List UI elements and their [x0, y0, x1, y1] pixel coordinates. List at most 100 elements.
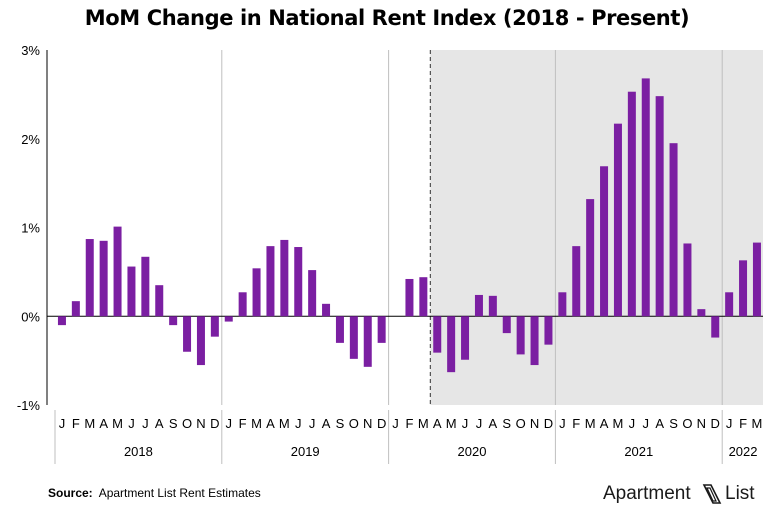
bar: [363, 316, 372, 367]
bar: [113, 226, 122, 317]
month-tick-label: J: [462, 416, 469, 431]
month-tick-label: J: [142, 416, 149, 431]
apartment-list-logo-icon: [702, 484, 722, 504]
bar: [196, 316, 205, 366]
y-tick-label: 2%: [21, 132, 40, 147]
bar: [57, 316, 66, 326]
bar: [474, 294, 483, 317]
source-text: Apartment List Rent Estimates: [98, 486, 261, 500]
month-tick-label: J: [476, 416, 483, 431]
month-tick-label: J: [59, 416, 66, 431]
bar: [697, 309, 706, 317]
bar: [502, 316, 511, 334]
bar: [516, 316, 525, 355]
month-tick-label: N: [363, 416, 372, 431]
month-tick-label: S: [336, 416, 345, 431]
bar: [99, 240, 108, 317]
bar: [613, 123, 622, 317]
month-tick-label: A: [489, 416, 498, 431]
bar: [335, 316, 344, 343]
month-tick-label: J: [392, 416, 399, 431]
month-tick-label: N: [697, 416, 706, 431]
logo-word-apartment: Apartment: [603, 483, 691, 504]
bar: [224, 316, 233, 322]
bar: [377, 316, 386, 343]
source-label: Source:: [48, 486, 93, 500]
y-tick-label: 0%: [21, 309, 40, 324]
source-note: Source: Apartment List Rent Estimates: [48, 486, 261, 500]
bar: [252, 268, 261, 317]
month-tick-label: N: [196, 416, 205, 431]
month-tick-label: J: [643, 416, 650, 431]
bar: [349, 316, 358, 359]
month-tick-label: M: [446, 416, 457, 431]
year-label: 2019: [291, 444, 320, 459]
month-tick-label: J: [559, 416, 566, 431]
month-tick-label: J: [629, 416, 636, 431]
month-tick-label: A: [433, 416, 442, 431]
year-label: 2022: [729, 444, 758, 459]
chart-title: MoM Change in National Rent Index (2018 …: [84, 6, 690, 30]
bar: [238, 292, 247, 317]
month-tick-label: D: [210, 416, 219, 431]
bar: [627, 91, 636, 317]
bar: [488, 295, 497, 317]
month-tick-label: M: [418, 416, 429, 431]
bar: [669, 143, 678, 317]
month-tick-label: F: [405, 416, 413, 431]
logo-word-list: List: [725, 483, 755, 504]
bar: [683, 243, 692, 317]
month-tick-label: M: [112, 416, 123, 431]
month-tick-label: A: [266, 416, 275, 431]
month-tick-label: N: [530, 416, 539, 431]
bar: [461, 316, 470, 360]
bar: [266, 246, 275, 317]
month-tick-label: S: [669, 416, 678, 431]
bar: [572, 246, 581, 317]
month-tick-label: D: [711, 416, 720, 431]
year-label: 2021: [624, 444, 653, 459]
bar: [210, 316, 219, 337]
bar: [586, 199, 595, 317]
month-tick-label: M: [613, 416, 624, 431]
shaded-region: [430, 50, 763, 405]
bar: [85, 239, 94, 317]
bar: [294, 247, 303, 317]
bar: [183, 316, 192, 352]
bar: [433, 316, 442, 353]
month-tick-label: O: [682, 416, 692, 431]
year-label: 2018: [124, 444, 153, 459]
month-tick-label: A: [655, 416, 664, 431]
bar: [655, 96, 664, 317]
bar: [405, 278, 414, 317]
bar-chart: -1%0%1%2%3%J F M A M J J A S O N D J F M A M J J A S O N D J F M A M…: [17, 43, 763, 464]
month-tick-label: S: [169, 416, 178, 431]
month-tick-label: J: [226, 416, 233, 431]
apartment-list-logo: Apartment List: [603, 480, 768, 510]
y-tick-label: 1%: [21, 221, 40, 236]
bar: [530, 316, 539, 366]
bar: [419, 277, 428, 317]
bar: [558, 292, 567, 317]
month-tick-label: M: [84, 416, 95, 431]
bar: [308, 270, 317, 317]
month-tick-label: M: [752, 416, 763, 431]
y-tick-label: 3%: [21, 43, 40, 58]
bar: [752, 242, 761, 317]
bar: [641, 78, 650, 317]
month-tick-label: F: [572, 416, 580, 431]
month-tick-label: J: [128, 416, 135, 431]
bar: [127, 266, 136, 317]
bar: [71, 301, 80, 317]
month-tick-label: O: [182, 416, 192, 431]
bar: [322, 303, 331, 317]
bar: [447, 316, 456, 373]
month-tick-label: A: [99, 416, 108, 431]
bar: [280, 239, 289, 317]
month-tick-label: A: [155, 416, 164, 431]
bar: [155, 285, 164, 317]
month-tick-label: O: [516, 416, 526, 431]
month-tick-label: A: [600, 416, 609, 431]
y-tick-label: -1%: [17, 398, 41, 413]
bar: [141, 256, 150, 317]
